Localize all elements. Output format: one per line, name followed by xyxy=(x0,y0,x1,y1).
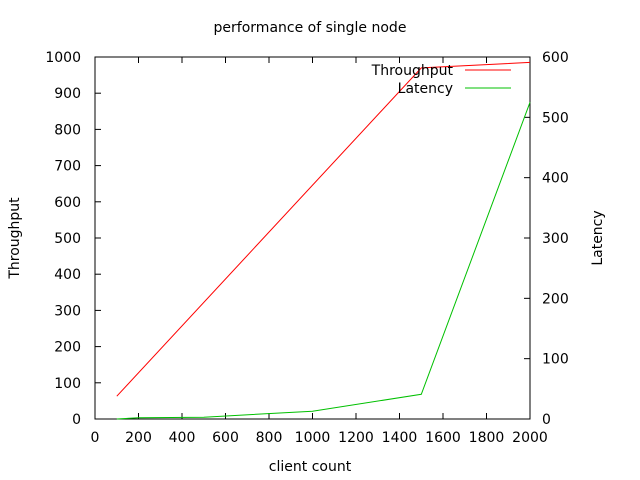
x-tick-label: 2000 xyxy=(512,430,548,446)
series-lines xyxy=(116,61,531,420)
x-tick-label: 200 xyxy=(125,430,152,446)
y-tick-label: 500 xyxy=(54,231,81,247)
y-tick-label: 400 xyxy=(54,267,81,283)
y-tick-label: 300 xyxy=(54,303,81,319)
x-tick-label: 400 xyxy=(169,430,196,446)
y2-tick-label: 200 xyxy=(542,291,569,307)
legend: Throughput Latency xyxy=(371,63,511,97)
x-tick-label: 0 xyxy=(91,430,100,446)
x-tick-label: 1200 xyxy=(338,430,374,446)
x-tick-label: 1800 xyxy=(469,430,505,446)
y-tick-label: 900 xyxy=(54,86,81,102)
axis-ticks xyxy=(94,56,531,420)
legend-label-throughput: Throughput xyxy=(371,63,454,79)
plot-frame xyxy=(94,56,531,420)
y-tick-label: 200 xyxy=(54,340,81,356)
y2-tick-label: 500 xyxy=(542,110,569,126)
y2-tick-label: 100 xyxy=(542,352,569,368)
y-tick-label: 600 xyxy=(54,195,81,211)
y2-tick-label: 0 xyxy=(542,412,551,428)
y-tick-label: 800 xyxy=(54,122,81,138)
chart-title: performance of single node xyxy=(214,20,407,36)
y-axis-label: Throughput xyxy=(7,197,23,280)
y2-tick-label: 600 xyxy=(542,50,569,66)
x-tick-label: 1600 xyxy=(425,430,461,446)
legend-label-latency: Latency xyxy=(398,81,453,97)
series-line-latency xyxy=(116,102,531,420)
x-tick-label: 600 xyxy=(212,430,239,446)
x-tick-label: 1000 xyxy=(295,430,331,446)
y2-axis-label: Latency xyxy=(590,210,606,265)
series-line-throughput xyxy=(116,61,531,397)
y2-tick-label: 300 xyxy=(542,231,569,247)
y-tick-label: 1000 xyxy=(45,50,81,66)
x-tick-label: 800 xyxy=(256,430,283,446)
y-tick-label: 100 xyxy=(54,376,81,392)
tick-labels: 0 200 400 600 800 1000 1200 1400 1600 1800 2000010… xyxy=(45,50,568,446)
x-tick-label: 1400 xyxy=(382,430,418,446)
x-axis-label: client count xyxy=(269,459,352,475)
y2-tick-label: 400 xyxy=(542,171,569,187)
y-tick-label: 700 xyxy=(54,159,81,175)
y-tick-label: 0 xyxy=(72,412,81,428)
